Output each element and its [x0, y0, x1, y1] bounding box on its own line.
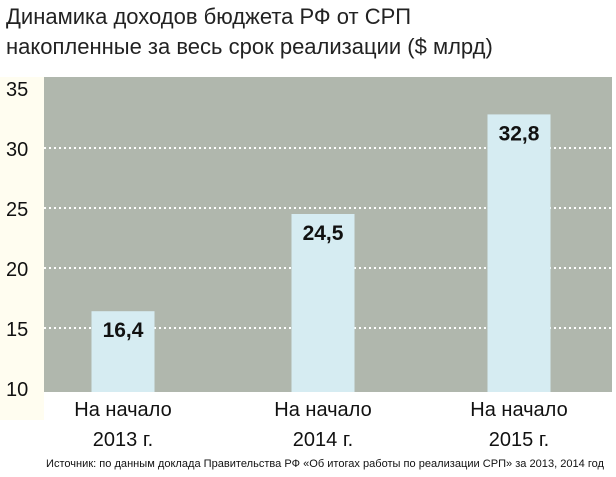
x-category-label-line1: На начало: [274, 399, 371, 421]
data-label: 16,4: [103, 319, 144, 342]
source-note: Источник: по данным доклада Правительств…: [46, 458, 605, 470]
data-label: 24,5: [303, 222, 344, 245]
chart-subtitle: накопленные за весь срок реализации ($ м…: [6, 34, 493, 59]
y-tick-label: 20: [6, 259, 28, 281]
y-axis-background: [0, 77, 44, 420]
x-category-label-line2: 2013 г.: [93, 429, 153, 451]
y-tick-label: 30: [6, 139, 28, 161]
bar: [291, 214, 355, 392]
x-category-label-line2: 2015 г.: [489, 429, 549, 451]
y-tick-label: 15: [6, 319, 28, 341]
x-category-label-line1: На начало: [74, 399, 171, 421]
y-tick-label: 10: [6, 379, 28, 401]
x-category-label-line1: На начало: [470, 399, 567, 421]
chart-title: Динамика доходов бюджета РФ от СРП: [6, 4, 411, 29]
y-tick-label: 35: [6, 79, 28, 101]
y-tick-label: 25: [6, 199, 28, 221]
bar: [91, 311, 155, 392]
bar: [487, 114, 551, 393]
x-category-label-line2: 2014 г.: [293, 429, 353, 451]
data-label: 32,8: [499, 122, 540, 145]
